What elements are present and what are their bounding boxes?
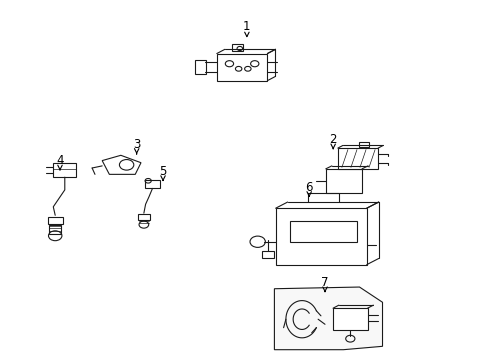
Bar <box>262 251 274 258</box>
Text: 1: 1 <box>243 20 250 33</box>
Bar <box>325 169 361 193</box>
Polygon shape <box>102 155 141 174</box>
Bar <box>289 221 356 242</box>
Bar <box>49 225 61 234</box>
Text: 7: 7 <box>321 276 328 289</box>
Bar <box>138 215 150 220</box>
Bar <box>53 163 76 177</box>
Bar <box>47 217 63 224</box>
Bar <box>337 148 377 169</box>
Text: 2: 2 <box>329 133 336 146</box>
Bar <box>144 180 160 188</box>
Bar <box>216 54 267 81</box>
Text: 6: 6 <box>305 181 312 194</box>
Bar <box>358 142 368 147</box>
Text: 5: 5 <box>159 165 166 178</box>
Bar <box>275 208 366 265</box>
Bar <box>332 308 367 330</box>
Polygon shape <box>274 287 382 350</box>
Bar <box>195 60 206 74</box>
Text: 3: 3 <box>133 138 140 151</box>
Bar <box>231 44 243 51</box>
Text: 4: 4 <box>56 154 63 167</box>
